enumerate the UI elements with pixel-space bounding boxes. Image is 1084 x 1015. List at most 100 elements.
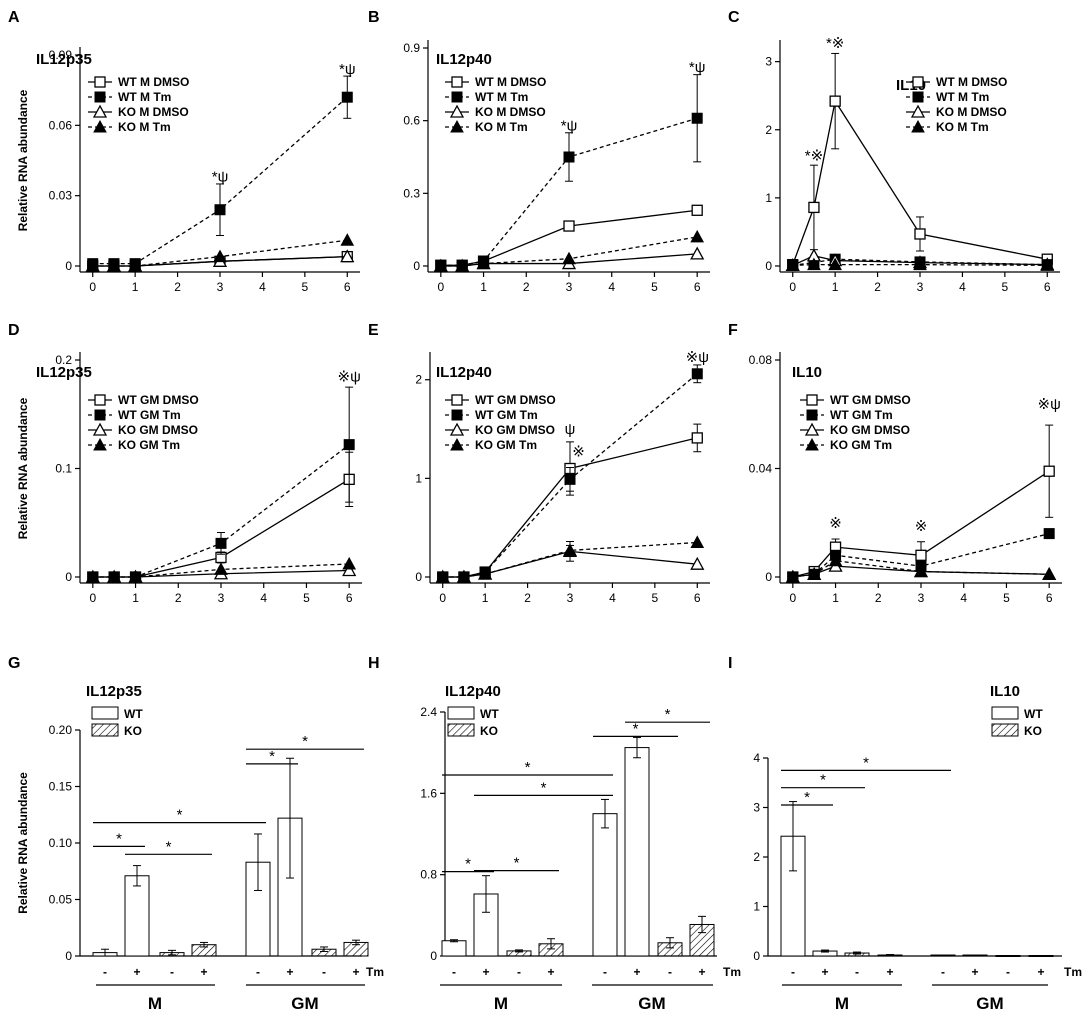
x-tick-label: 4 xyxy=(959,280,966,294)
filled-triangle-marker xyxy=(476,256,491,270)
legend-label: KO xyxy=(1024,724,1042,738)
treatment-sign: + xyxy=(286,965,293,979)
legend-label: WT GM Tm xyxy=(830,408,893,422)
panel-title: IL12p35 xyxy=(86,683,142,700)
y-tick-label: 4 xyxy=(753,751,760,765)
panel-letter: B xyxy=(368,9,380,26)
significance-marker: *ψ xyxy=(561,117,578,134)
x-tick-label: 6 xyxy=(1046,591,1053,605)
legend-label: WT M Tm xyxy=(118,90,171,104)
filled-square-marker xyxy=(215,537,227,549)
legend-swatch-ko xyxy=(91,723,119,737)
wt-bar xyxy=(124,875,150,957)
y-tick-label: 0 xyxy=(65,570,72,584)
legend-label: KO GM DMSO xyxy=(118,423,198,437)
open-triangle-marker xyxy=(690,246,705,260)
significance-marker: ※ xyxy=(572,444,585,461)
open-triangle-marker xyxy=(804,422,820,436)
open-triangle-marker xyxy=(690,556,705,570)
x-tick-label: 3 xyxy=(917,280,924,294)
y-tick-label: 0 xyxy=(65,949,72,963)
y-tick-label: 0.20 xyxy=(49,723,73,737)
panel-letter: H xyxy=(368,655,380,672)
treatment-sign: + xyxy=(698,965,705,979)
treatment-sign: + xyxy=(547,965,554,979)
y-tick-label: 0 xyxy=(415,570,422,584)
treatment-sign: - xyxy=(941,965,945,979)
filled-triangle-marker xyxy=(828,257,842,271)
group-label: M xyxy=(835,994,849,1013)
y-tick-label: 0 xyxy=(765,259,772,273)
open-square-marker xyxy=(94,394,106,406)
y-tick-label: 0.09 xyxy=(49,48,73,62)
y-tick-label: 1 xyxy=(753,900,760,914)
x-tick-label: 5 xyxy=(302,280,309,294)
filled-triangle-marker xyxy=(913,257,927,271)
treatment-sign: - xyxy=(603,965,607,979)
open-square-marker xyxy=(451,76,463,88)
x-tick-label: 6 xyxy=(1044,280,1051,294)
x-tick-label: 0 xyxy=(89,591,96,605)
panel-title: IL10 xyxy=(792,364,822,381)
legend-label: WT M DMSO xyxy=(936,75,1007,89)
filled-triangle-marker xyxy=(478,566,492,580)
treatment-sign: + xyxy=(200,965,207,979)
significance-marker: *ψ xyxy=(339,61,356,78)
open-square-marker xyxy=(563,220,575,232)
significance-marker: ※ψ xyxy=(1038,396,1061,413)
legend-label: WT GM DMSO xyxy=(475,393,556,407)
panel-H: H IL12p40 WT KO 0 0.8 1.6 2.4 - + - + - + - + Tm M GM * * * * *… xyxy=(368,655,741,1013)
filled-triangle-marker xyxy=(911,119,925,133)
y-tick-label: 0.2 xyxy=(55,353,72,367)
y-tick-label: 0.06 xyxy=(49,118,73,132)
filled-triangle-marker xyxy=(562,251,576,265)
x-tick-label: 4 xyxy=(960,591,967,605)
group-label: GM xyxy=(976,994,1003,1013)
legend-label: WT M DMSO xyxy=(118,75,189,89)
wt-bar xyxy=(624,747,650,957)
filled-square-marker xyxy=(94,409,106,421)
legend-label: KO M DMSO xyxy=(118,105,189,119)
filled-square-marker xyxy=(563,151,575,163)
open-square-marker xyxy=(808,201,820,214)
open-square-marker xyxy=(451,394,463,406)
treatment-sign: + xyxy=(821,965,828,979)
significance-marker: * xyxy=(541,779,547,796)
x-tick-label: 1 xyxy=(132,280,139,294)
filled-triangle-marker xyxy=(690,535,705,548)
significance-marker: * xyxy=(302,733,308,750)
x-tick-label: 4 xyxy=(608,280,615,294)
x-tick-label: 1 xyxy=(832,280,839,294)
significance-marker: ※ψ xyxy=(686,349,709,366)
filled-triangle-marker xyxy=(457,569,471,583)
filled-triangle-marker xyxy=(1040,258,1055,271)
filled-triangle-marker xyxy=(128,569,143,583)
open-square-marker xyxy=(1043,465,1055,477)
x-tick-label: 0 xyxy=(439,591,446,605)
legend-label: KO M Tm xyxy=(118,120,171,134)
filled-triangle-marker xyxy=(807,257,821,271)
y-tick-label: 1 xyxy=(415,471,422,485)
y-tick-label: 0.6 xyxy=(403,114,420,128)
legend-label: KO GM DMSO xyxy=(830,423,910,437)
filled-triangle-marker xyxy=(340,233,355,246)
x-tick-label: 4 xyxy=(259,280,266,294)
open-square-marker xyxy=(829,95,841,107)
x-tick-label: 6 xyxy=(344,280,351,294)
filled-square-marker xyxy=(451,91,463,103)
series-line xyxy=(792,560,1050,578)
y-tick-label: 1.6 xyxy=(420,786,437,800)
legend-label: KO xyxy=(124,724,142,738)
legend-label: WT GM DMSO xyxy=(830,393,911,407)
filled-triangle-marker xyxy=(107,569,122,583)
panel-letter: F xyxy=(728,322,738,339)
filled-triangle-marker xyxy=(455,258,470,272)
y-tick-label: 2.4 xyxy=(420,705,437,719)
legend-label: WT xyxy=(480,707,499,721)
y-tick-label: 2 xyxy=(753,850,760,864)
group-label: GM xyxy=(291,994,318,1013)
